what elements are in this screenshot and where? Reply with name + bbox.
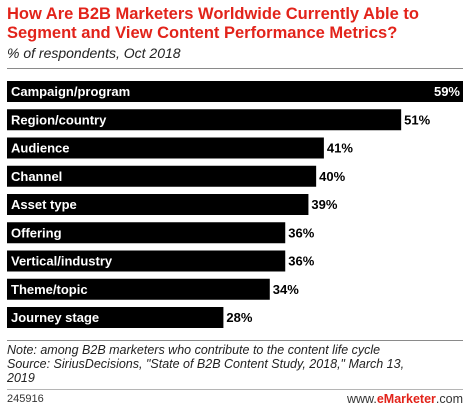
value-label: 59%: [434, 84, 460, 99]
bar-campaign-program: [7, 81, 463, 102]
category-label: Journey stage: [11, 310, 99, 325]
bar-journey-stage: [7, 307, 224, 328]
category-label: Asset type: [11, 197, 77, 212]
note-line: Note: among B2B marketers who contribute…: [7, 343, 381, 357]
category-label: Theme/topic: [11, 282, 88, 297]
value-label: 51%: [404, 112, 430, 127]
value-label: 41%: [327, 141, 353, 156]
chart-subtitle: % of respondents, Oct 2018: [7, 45, 181, 61]
source-line: Source: SiriusDecisions, "State of B2B C…: [7, 357, 405, 371]
value-label: 36%: [288, 225, 314, 240]
category-label: Audience: [11, 141, 70, 156]
bar-region-country: [7, 109, 402, 131]
chart-title: How Are B2B Marketers Worldwide Currentl…: [7, 5, 419, 42]
bar-audience: [7, 137, 324, 159]
value-label: 40%: [319, 169, 345, 184]
category-label: Channel: [11, 169, 62, 184]
value-label: 34%: [273, 282, 299, 297]
bar-vertical-industry: [7, 250, 286, 272]
value-label: 39%: [311, 197, 337, 212]
category-label: Campaign/program: [11, 84, 130, 99]
value-label: 28%: [226, 310, 252, 325]
brand-suffix: .com: [435, 392, 463, 406]
brand-prefix: www.: [346, 392, 377, 406]
bottom-divider: [7, 340, 463, 341]
bar-theme-topic: [7, 278, 270, 300]
bar-chart: Campaign/program 59% Region/country 51% Audi…: [7, 81, 463, 328]
brand-name: eMarketer: [376, 392, 436, 406]
category-label: Vertical/industry: [11, 254, 113, 269]
source-line-continued: 2019: [7, 371, 35, 385]
bar-offering: [7, 222, 286, 244]
value-label: 36%: [288, 254, 314, 269]
footer-divider: [7, 389, 463, 390]
chart-id: 245916: [7, 393, 44, 405]
category-label: Region/country: [11, 112, 107, 127]
chart-note: Note: among B2B marketers who contribute…: [7, 343, 463, 385]
top-divider: [7, 68, 463, 69]
bar-channel: [7, 165, 317, 187]
bar-asset-type: [7, 194, 309, 215]
category-label: Offering: [11, 225, 62, 240]
brand-logo: www.eMarketer.com: [347, 392, 463, 406]
